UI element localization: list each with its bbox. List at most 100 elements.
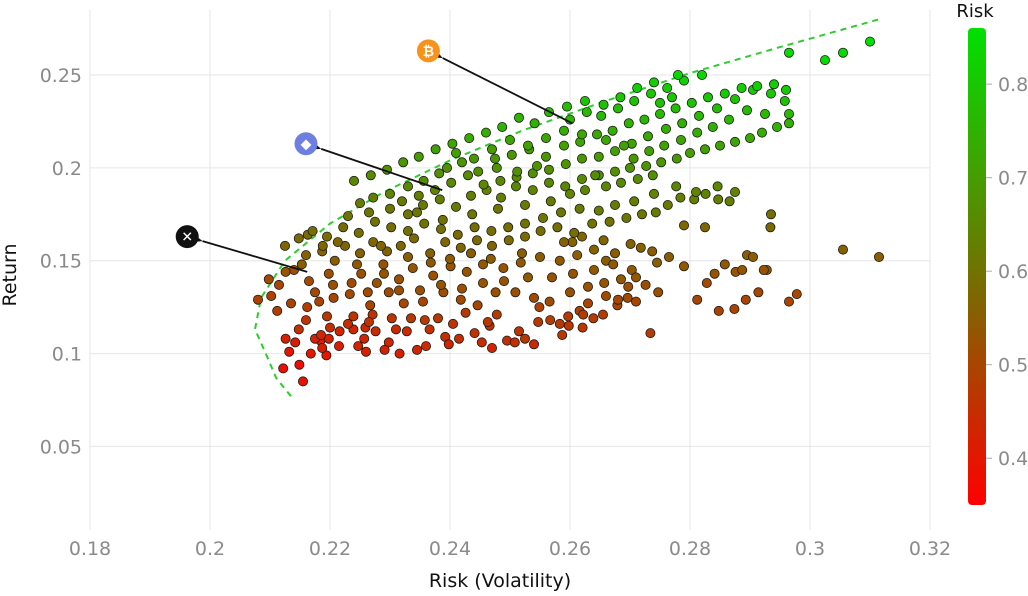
portfolio-points	[252, 36, 885, 387]
portfolio-point	[838, 47, 849, 58]
portfolio-point	[307, 225, 318, 236]
portfolio-point	[589, 244, 600, 255]
portfolio-point	[625, 238, 636, 249]
portfolio-point	[673, 70, 684, 81]
portfolio-point	[753, 287, 764, 298]
portfolio-point	[601, 134, 612, 145]
portfolio-point	[613, 103, 624, 114]
portfolio-point	[607, 125, 618, 136]
portfolio-point	[736, 83, 747, 94]
portfolio-point	[369, 216, 380, 227]
portfolio-point	[556, 207, 567, 218]
portfolio-point	[447, 318, 458, 329]
portfolio-point	[351, 259, 362, 270]
portfolio-point	[363, 207, 374, 218]
portfolio-point	[317, 240, 328, 251]
portfolio-point	[784, 47, 795, 58]
portfolio-point	[712, 181, 723, 192]
portfolio-point	[317, 342, 328, 353]
portfolio-point	[383, 287, 394, 298]
portfolio-point	[489, 153, 500, 164]
portfolio-point	[419, 218, 430, 229]
portfolio-point	[572, 250, 583, 261]
portfolio-point	[520, 231, 531, 242]
colorbar-tick-label: 0.5	[998, 355, 1028, 377]
portfolio-point	[469, 222, 480, 233]
portfolio-point	[820, 55, 831, 66]
portfolio-point	[599, 277, 610, 288]
x-axis-title: Risk (Volatility)	[429, 570, 571, 592]
portfolio-point	[424, 324, 435, 335]
portfolio-point	[719, 259, 730, 270]
portfolio-point	[649, 77, 660, 88]
y-tick-label: 0.15	[40, 251, 82, 273]
portfolio-point	[272, 305, 283, 316]
portfolio-point	[390, 324, 401, 335]
portfolio-point	[464, 133, 475, 144]
portfolio-point	[670, 103, 681, 114]
portfolio-point	[574, 203, 585, 214]
portfolio-point	[353, 227, 364, 238]
portfolio-point	[598, 235, 609, 246]
portfolio-point	[769, 79, 780, 90]
portfolio-point	[713, 194, 724, 205]
portfolio-point	[413, 190, 424, 201]
portfolio-point	[637, 209, 648, 220]
portfolio-point	[342, 211, 353, 222]
portfolio-point	[509, 337, 520, 348]
portfolio-point	[679, 261, 690, 272]
portfolio-point	[300, 250, 311, 261]
portfolio-point	[724, 196, 735, 207]
portfolio-point	[626, 264, 637, 275]
colorbar-title: Risk	[956, 1, 994, 22]
portfolio-point	[405, 313, 416, 324]
portfolio-point	[411, 344, 422, 355]
portfolio-point	[314, 296, 325, 307]
portfolio-point	[766, 88, 777, 99]
portfolio-point	[280, 266, 291, 277]
asset-annotations: ₿ ◆ ✕	[175, 39, 573, 273]
annotation-symbol: ₿	[423, 44, 434, 60]
portfolio-point	[592, 129, 603, 140]
portfolio-point	[679, 220, 690, 231]
portfolio-point	[671, 181, 682, 192]
portfolio-point	[529, 339, 540, 350]
portfolio-point	[520, 333, 531, 344]
portfolio-point	[601, 181, 612, 192]
portfolio-point	[554, 255, 565, 266]
portfolio-point	[485, 253, 496, 264]
portfolio-point	[285, 298, 296, 309]
bitcoin-logo-icon	[416, 39, 440, 63]
y-tick-label: 0.05	[40, 436, 82, 458]
portfolio-point	[588, 313, 599, 324]
portfolio-point	[486, 225, 497, 236]
portfolio-point	[305, 348, 316, 359]
portfolio-point	[580, 185, 591, 196]
portfolio-point	[394, 348, 405, 359]
portfolio-point	[407, 263, 418, 274]
portfolio-point	[512, 166, 523, 177]
portfolio-point	[590, 170, 601, 181]
portfolio-point	[719, 88, 730, 99]
portfolio-point	[379, 344, 390, 355]
portfolio-point	[482, 316, 493, 327]
portfolio-point	[456, 157, 467, 168]
portfolio-point	[354, 248, 365, 259]
portfolio-point	[692, 294, 703, 305]
portfolio-point	[435, 279, 446, 290]
y-tick-label: 0.1	[52, 344, 82, 366]
portfolio-point	[742, 105, 753, 116]
portfolio-point	[477, 277, 488, 288]
portfolio-point	[686, 97, 697, 108]
portfolio-point	[664, 251, 675, 262]
portfolio-point	[368, 192, 379, 203]
portfolio-point	[715, 140, 726, 151]
x-tick-label: 0.3	[795, 538, 825, 560]
portfolio-point	[503, 235, 514, 246]
colorbar-tick-label: 0.4	[998, 448, 1028, 470]
portfolio-point	[413, 151, 424, 162]
portfolio-point	[615, 92, 626, 103]
portfolio-point	[529, 292, 540, 303]
portfolio-point	[730, 94, 741, 105]
portfolio-point	[486, 342, 497, 353]
